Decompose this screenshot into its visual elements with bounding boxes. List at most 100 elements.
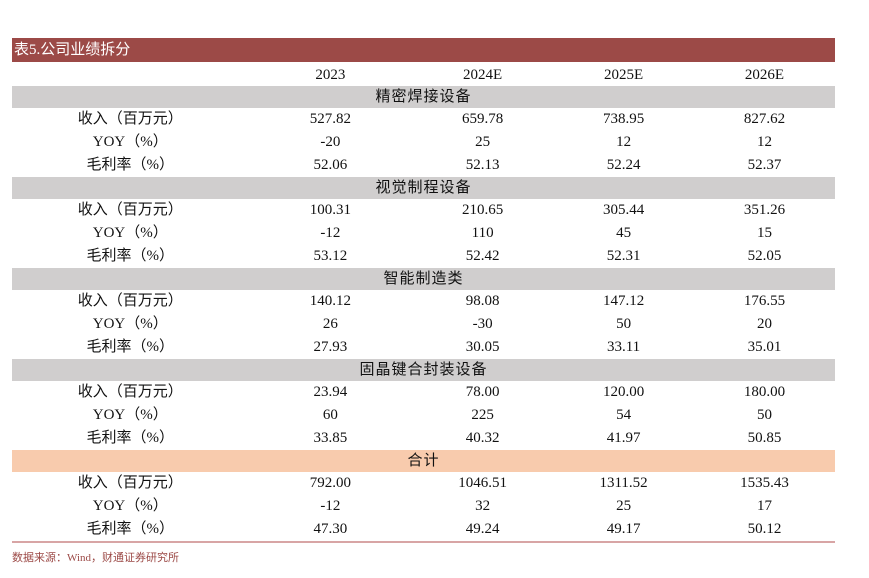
header-row: 2023 2024E 2025E 2026E	[12, 62, 835, 86]
value-cell: 25	[475, 134, 491, 150]
value-cell: 49.24	[465, 521, 500, 537]
value-cell: 45	[616, 225, 632, 241]
header-cell: 2026E	[744, 67, 785, 83]
row-label: 毛利率（%）	[86, 430, 175, 446]
value-cell: 17	[757, 498, 772, 514]
row-label: 收入（百万元）	[77, 111, 183, 127]
value-cell: 32	[475, 498, 491, 514]
value-cell: 27.93	[313, 339, 348, 355]
value-cell: -12	[320, 498, 341, 514]
header-cell	[12, 62, 249, 86]
table-row: YOY（%） 26 -30 50 20	[12, 313, 835, 336]
value-cell: 52.05	[747, 248, 782, 264]
header-cell: 2025E	[603, 67, 644, 83]
value-cell: 33.85	[313, 430, 348, 446]
value-cell: 98.08	[465, 293, 500, 309]
value-cell: 41.97	[606, 430, 641, 446]
row-label: 毛利率（%）	[86, 157, 175, 173]
value-cell: 738.95	[602, 111, 645, 127]
table-row: 收入（百万元） 100.31 210.65 305.44 351.26	[12, 199, 835, 222]
value-cell: 210.65	[462, 202, 504, 218]
value-cell: 140.12	[309, 293, 351, 309]
row-label: YOY（%）	[92, 407, 168, 423]
value-cell: 110	[471, 225, 494, 241]
value-cell: -12	[320, 225, 341, 241]
value-cell: 53.12	[313, 248, 348, 264]
value-cell: 23.94	[313, 384, 348, 400]
value-cell: 52.13	[465, 157, 500, 173]
value-cell: 52.24	[606, 157, 641, 173]
value-cell: 25	[616, 498, 632, 514]
value-cell: 52.31	[606, 248, 641, 264]
row-label: 毛利率（%）	[86, 248, 175, 264]
value-cell: 50.12	[747, 521, 782, 537]
row-label: 收入（百万元）	[77, 384, 183, 400]
table-row: YOY（%） -20 25 12 12	[12, 131, 835, 154]
value-cell: 35.01	[747, 339, 782, 355]
table-row: 毛利率（%） 27.93 30.05 33.11 35.01	[12, 336, 835, 359]
value-cell: 1311.52	[599, 475, 648, 491]
table-row: YOY（%） -12 110 45 15	[12, 222, 835, 245]
value-cell: 1046.51	[458, 475, 507, 491]
source-note: 数据来源：Wind，财通证券研究所	[12, 552, 179, 564]
value-cell: 351.26	[743, 202, 786, 218]
value-cell: -30	[472, 316, 493, 332]
value-cell: 827.62	[743, 111, 786, 127]
row-label: 收入（百万元）	[77, 202, 183, 218]
table-row: 收入（百万元） 23.94 78.00 120.00 180.00	[12, 381, 835, 404]
value-cell: 30.05	[465, 339, 500, 355]
header-cell: 2024E	[463, 67, 503, 83]
value-cell: 12	[757, 134, 772, 150]
value-cell: 50	[616, 316, 632, 332]
value-cell: 12	[616, 134, 632, 150]
value-cell: 20	[757, 316, 772, 332]
value-cell: 120.00	[602, 384, 645, 400]
value-cell: 60	[322, 407, 338, 423]
section-header: 智能制造类	[12, 268, 835, 290]
value-cell: 180.00	[743, 384, 786, 400]
row-label: 毛利率（%）	[86, 521, 175, 537]
value-cell: 40.32	[465, 430, 500, 446]
value-cell: 659.78	[462, 111, 504, 127]
section-header: 固晶键合封装设备	[12, 359, 835, 381]
value-cell: 305.44	[602, 202, 645, 218]
row-label: 收入（百万元）	[77, 293, 183, 309]
table-row: 毛利率（%） 53.12 52.42 52.31 52.05	[12, 245, 835, 268]
value-cell: 26	[322, 316, 338, 332]
section-header: 视觉制程设备	[12, 177, 835, 199]
row-label: YOY（%）	[92, 134, 168, 150]
table-title: 表5.公司业绩拆分	[12, 38, 835, 62]
value-cell: 147.12	[602, 293, 645, 309]
row-label: YOY（%）	[92, 498, 168, 514]
table-row: 毛利率（%） 47.30 49.24 49.17 50.12	[12, 518, 835, 541]
value-cell: 33.11	[606, 339, 641, 355]
performance-table: 2023 2024E 2025E 2026E 精密焊接设备 收入（百万元） 527.…	[12, 62, 835, 541]
value-cell: 15	[757, 225, 772, 241]
table-row: 收入（百万元） 140.12 98.08 147.12 176.55	[12, 290, 835, 313]
footer-divider	[12, 541, 835, 543]
header-cell: 2023	[315, 67, 346, 83]
row-label: 毛利率（%）	[86, 339, 175, 355]
value-cell: 1535.43	[740, 475, 789, 491]
value-cell: 100.31	[309, 202, 351, 218]
row-label: 收入（百万元）	[77, 475, 183, 491]
value-cell: 50	[757, 407, 772, 423]
value-cell: 52.42	[465, 248, 500, 264]
table-row: YOY（%） 60 225 54 50	[12, 404, 835, 427]
table-row: 收入（百万元） 527.82 659.78 738.95 827.62	[12, 108, 835, 131]
value-cell: 47.30	[313, 521, 348, 537]
value-cell: 78.00	[465, 384, 500, 400]
value-cell: 52.37	[747, 157, 782, 173]
value-cell: 792.00	[309, 475, 351, 491]
value-cell: 176.55	[743, 293, 786, 309]
value-cell: 527.82	[309, 111, 351, 127]
section-header: 合计	[12, 450, 835, 472]
value-cell: -20	[320, 134, 341, 150]
value-cell: 52.06	[313, 157, 348, 173]
table-row: 毛利率（%） 52.06 52.13 52.24 52.37	[12, 154, 835, 177]
value-cell: 54	[616, 407, 632, 423]
row-label: YOY（%）	[92, 316, 168, 332]
value-cell: 50.85	[747, 430, 782, 446]
table-row: 收入（百万元） 792.00 1046.51 1311.52 1535.43	[12, 472, 835, 495]
value-cell: 49.17	[606, 521, 641, 537]
